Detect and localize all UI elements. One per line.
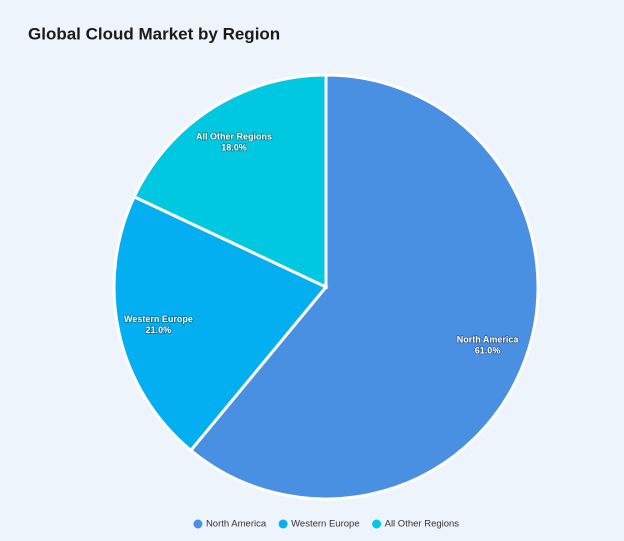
legend-marker	[193, 519, 203, 529]
slice-value-label: 21.0%	[146, 325, 172, 335]
slice-value-label: 18.0%	[221, 142, 247, 152]
legend-label: All Other Regions	[385, 519, 460, 530]
legend-marker	[372, 519, 382, 529]
slice-label: Western Europe	[124, 314, 193, 324]
chart-title: Global Cloud Market by Region	[28, 24, 280, 43]
legend-label: North America	[206, 519, 267, 530]
pie-slice	[112, 194, 329, 453]
slice-value-label: 61.0%	[475, 346, 501, 356]
legend: North America Western Europe All Other Reg…	[193, 519, 459, 530]
slice-label: North America	[457, 335, 520, 345]
pie-slice	[188, 73, 540, 501]
pie-slice	[132, 73, 328, 290]
legend-marker	[278, 519, 288, 529]
slice-label: All Other Regions	[196, 131, 272, 141]
legend-label: Western Europe	[291, 519, 359, 530]
